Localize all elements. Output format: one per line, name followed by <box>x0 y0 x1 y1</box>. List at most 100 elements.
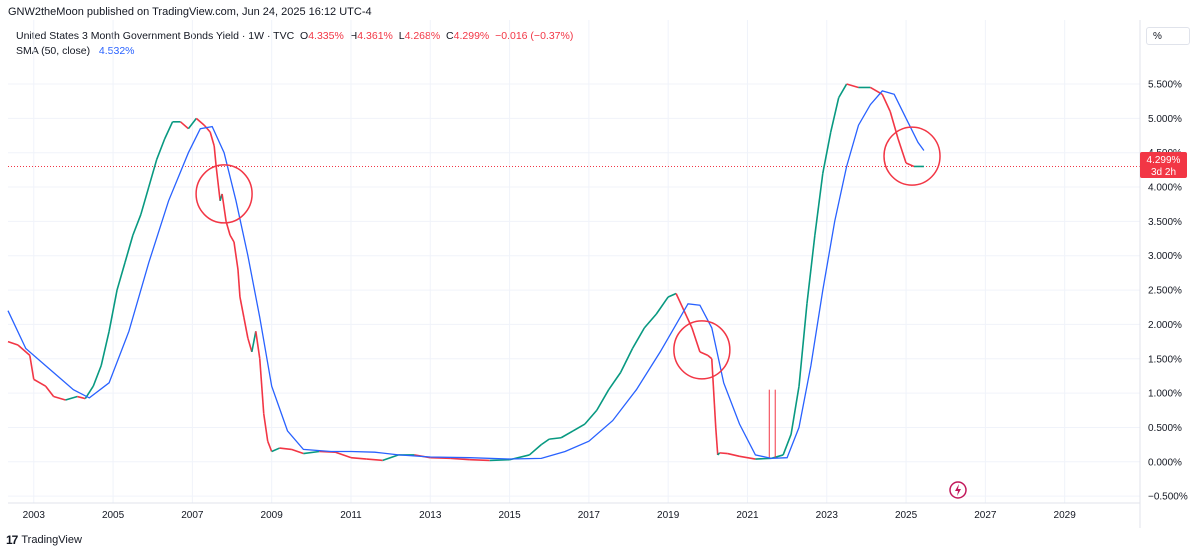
price-segment <box>717 452 721 456</box>
price-segment <box>247 337 253 353</box>
legend-low-label: L <box>398 30 405 42</box>
lightning-icon[interactable] <box>949 481 967 499</box>
price-segment <box>262 413 269 442</box>
y-tick-label: 3.500% <box>1148 217 1182 228</box>
y-tick-label: 1.000% <box>1148 389 1182 400</box>
price-segment <box>334 451 352 459</box>
price-segment <box>382 454 399 462</box>
price-segment <box>225 221 231 236</box>
y-tick-label: 0.000% <box>1148 457 1182 468</box>
percent-scale-button[interactable]: % <box>1146 27 1190 45</box>
price-segment <box>719 452 728 455</box>
price-segment <box>255 331 261 359</box>
price-segment <box>806 235 816 304</box>
price-segment <box>221 193 227 222</box>
price-segment <box>596 389 610 411</box>
price-segment <box>303 450 320 455</box>
highlight-circle <box>673 320 731 380</box>
price-segment <box>7 340 19 346</box>
price-segment <box>699 351 709 357</box>
price-segment <box>469 458 490 462</box>
price-segment <box>790 386 800 435</box>
y-tick-label: 3.000% <box>1148 251 1182 262</box>
price-segment <box>209 131 215 147</box>
price-segment <box>608 372 622 391</box>
price-segment <box>215 166 221 201</box>
publisher-line: GNW2theMoon published on TradingView.com… <box>8 6 372 18</box>
x-axis[interactable]: 2003 2005 2007 2009 2011 2013 2015 2017 2019 2021… <box>8 502 1140 521</box>
lightning-icon-bolt <box>955 484 961 496</box>
legend-change: −0.016 (−0.37%) <box>495 30 574 42</box>
y-axis[interactable]: 5.500%5.000%4.500%4.000%3.500%3.000%2.50… <box>1139 20 1188 528</box>
price-segment <box>366 458 383 462</box>
x-tick-label: 2007 <box>181 510 204 521</box>
chart-legend: United States 3 Month Government Bonds Y… <box>16 29 573 59</box>
price-segment <box>837 83 848 99</box>
price-segment <box>124 234 134 263</box>
price-segment <box>92 365 102 387</box>
y-tick-label: 2.500% <box>1148 286 1182 297</box>
price-segment <box>350 456 367 460</box>
highlight-circle <box>195 164 253 224</box>
x-tick-label: 2023 <box>816 510 839 521</box>
price-segment <box>140 186 150 215</box>
legend-high-value: 4.361% <box>357 30 393 42</box>
price-segment <box>528 444 542 456</box>
price-segment <box>631 327 646 349</box>
price-segment <box>187 117 197 130</box>
price-segment <box>707 354 713 360</box>
price-segment <box>710 358 717 428</box>
price-segment <box>233 241 239 270</box>
x-tick-label: 2003 <box>23 510 46 521</box>
x-tick-label: 2005 <box>102 510 125 521</box>
price-segment <box>229 234 235 243</box>
price-segment <box>619 348 634 373</box>
last-price-badge-value: 4.299% <box>1147 155 1181 166</box>
legend-sma-label: SMA (50, close) <box>16 45 91 57</box>
price-segment <box>279 447 292 451</box>
price-segment <box>549 436 562 440</box>
price-segment <box>195 117 205 126</box>
price-segment <box>739 455 756 460</box>
price-segment <box>155 138 166 160</box>
price-segment <box>727 452 740 458</box>
price-segment <box>53 395 66 401</box>
y-tick-label: 4.000% <box>1148 183 1182 194</box>
x-tick-label: 2017 <box>578 510 601 521</box>
price-segment <box>271 447 280 453</box>
price-segment <box>213 145 217 167</box>
y-tick-label: 2.000% <box>1148 320 1182 331</box>
price-segment <box>905 162 915 168</box>
price-segment <box>822 131 832 174</box>
price-segment <box>100 331 110 366</box>
price-segment <box>45 385 55 398</box>
price-segment <box>147 159 158 188</box>
footer-brand[interactable]: 17 TradingView <box>6 533 82 547</box>
highlight-circle <box>883 126 941 186</box>
price-segment <box>829 97 840 133</box>
legend-open-label: O <box>300 30 309 42</box>
legend-open-value: 4.335% <box>308 30 344 42</box>
x-tick-label: 2011 <box>340 510 362 521</box>
price-segment <box>116 262 126 291</box>
price-segment <box>540 438 550 446</box>
y-tick-label: 5.500% <box>1148 80 1182 91</box>
price-segment <box>714 427 719 455</box>
price-segment <box>65 395 78 401</box>
x-tick-label: 2015 <box>498 510 521 521</box>
legend-price-row[interactable]: United States 3 Month Government Bonds Y… <box>16 29 573 44</box>
y-tick-label: −0.500% <box>1148 492 1188 503</box>
price-series <box>7 83 924 462</box>
price-segment <box>691 327 701 353</box>
legend-close-label: C <box>446 30 454 42</box>
price-segment <box>489 458 510 462</box>
highlight-circles <box>195 126 941 380</box>
last-price-badge-countdown: 3d 2h <box>1151 167 1176 178</box>
legend-sma-row[interactable]: SMA (50, close) 4.532% <box>16 44 573 59</box>
x-tick-label: 2019 <box>657 510 680 521</box>
legend-close-value: 4.299% <box>453 30 490 42</box>
price-segment <box>798 303 808 387</box>
price-segment <box>77 395 86 400</box>
y-tick-label: 1.500% <box>1148 354 1182 365</box>
